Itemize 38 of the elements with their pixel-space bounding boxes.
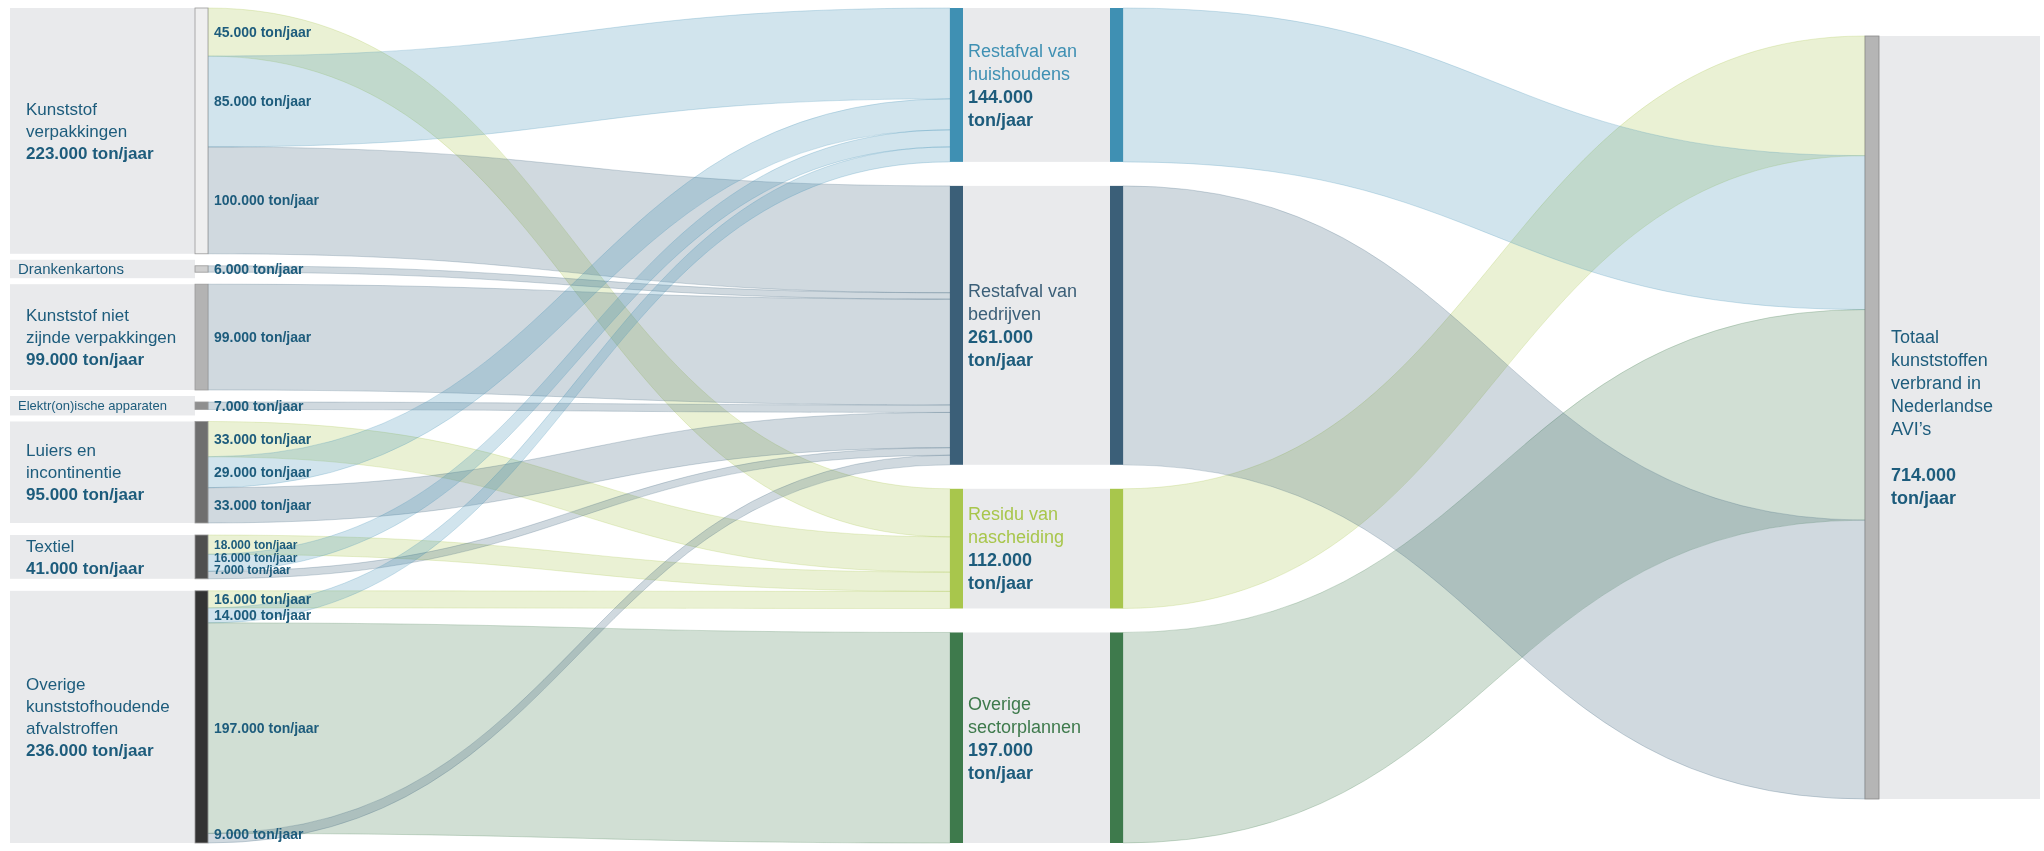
series-label: Restafval van huishoudens — [968, 40, 1078, 84]
data-label: 16.000 ton/jaar — [214, 591, 312, 608]
data-label: 33.000 ton/jaar — [214, 497, 312, 514]
data-label: 45.000 ton/jaar — [214, 23, 312, 40]
data-label: 100.000 ton/jaar — [214, 192, 320, 209]
category-label: Luiers en incontinentie — [26, 441, 122, 483]
data-label: 33.000 ton/jaar — [214, 431, 312, 447]
category-label: Kunststof verpakkingen — [26, 99, 128, 141]
category-label: Drankenkartons — [18, 260, 124, 278]
category-label: Overige kunststofhoudende afvalstroffen — [26, 674, 170, 738]
text: Totaal kunststoffen verbrand in Nederlandse AVI’s — [1891, 327, 1994, 440]
data-label: 7.000 ton/jaar — [214, 563, 292, 577]
category-label: Textiel — [26, 536, 75, 556]
text: 41.000 ton/jaar — [26, 558, 145, 578]
data-label: 29.000 ton/jaar — [214, 464, 312, 481]
text: 236.000 ton/jaar — [26, 740, 154, 760]
data-label: 9.000 ton/jaar — [214, 825, 305, 842]
text: 223.000 ton/jaar — [26, 143, 154, 163]
data-label: 6.000 ton/jaar — [214, 260, 305, 277]
text: 95.000 ton/jaar — [26, 485, 145, 505]
category-label: Elektr(on)ische apparaten — [18, 398, 167, 414]
series-label: Restafval van bedrijven — [968, 281, 1078, 325]
series-label: Overige sectorplannen — [968, 693, 1082, 737]
text: 144.000 ton/jaar — [968, 86, 1034, 130]
data-label: 7.000 ton/jaar — [214, 397, 305, 414]
data-label: 18.000 ton/jaar — [214, 537, 298, 552]
text: 99.000 ton/jaar — [26, 350, 145, 370]
series-label: Residu van nascheiding — [968, 504, 1065, 548]
data-label: 16.000 ton/jaar — [214, 551, 298, 565]
text: 714.000 ton/jaar — [1891, 465, 1957, 509]
data-label: 14.000 ton/jaar — [214, 607, 312, 624]
data-label: 85.000 ton/jaar — [214, 93, 312, 110]
text: 112.000 ton/jaar — [968, 550, 1034, 594]
text: 261.000 ton/jaar — [968, 327, 1034, 371]
text: 197.000 ton/jaar — [968, 739, 1034, 783]
data-label: 99.000 ton/jaar — [214, 328, 312, 345]
data-label: 197.000 ton/jaar — [214, 720, 320, 737]
category-label: Kunststof niet zijnde verpakkingen — [26, 306, 177, 348]
